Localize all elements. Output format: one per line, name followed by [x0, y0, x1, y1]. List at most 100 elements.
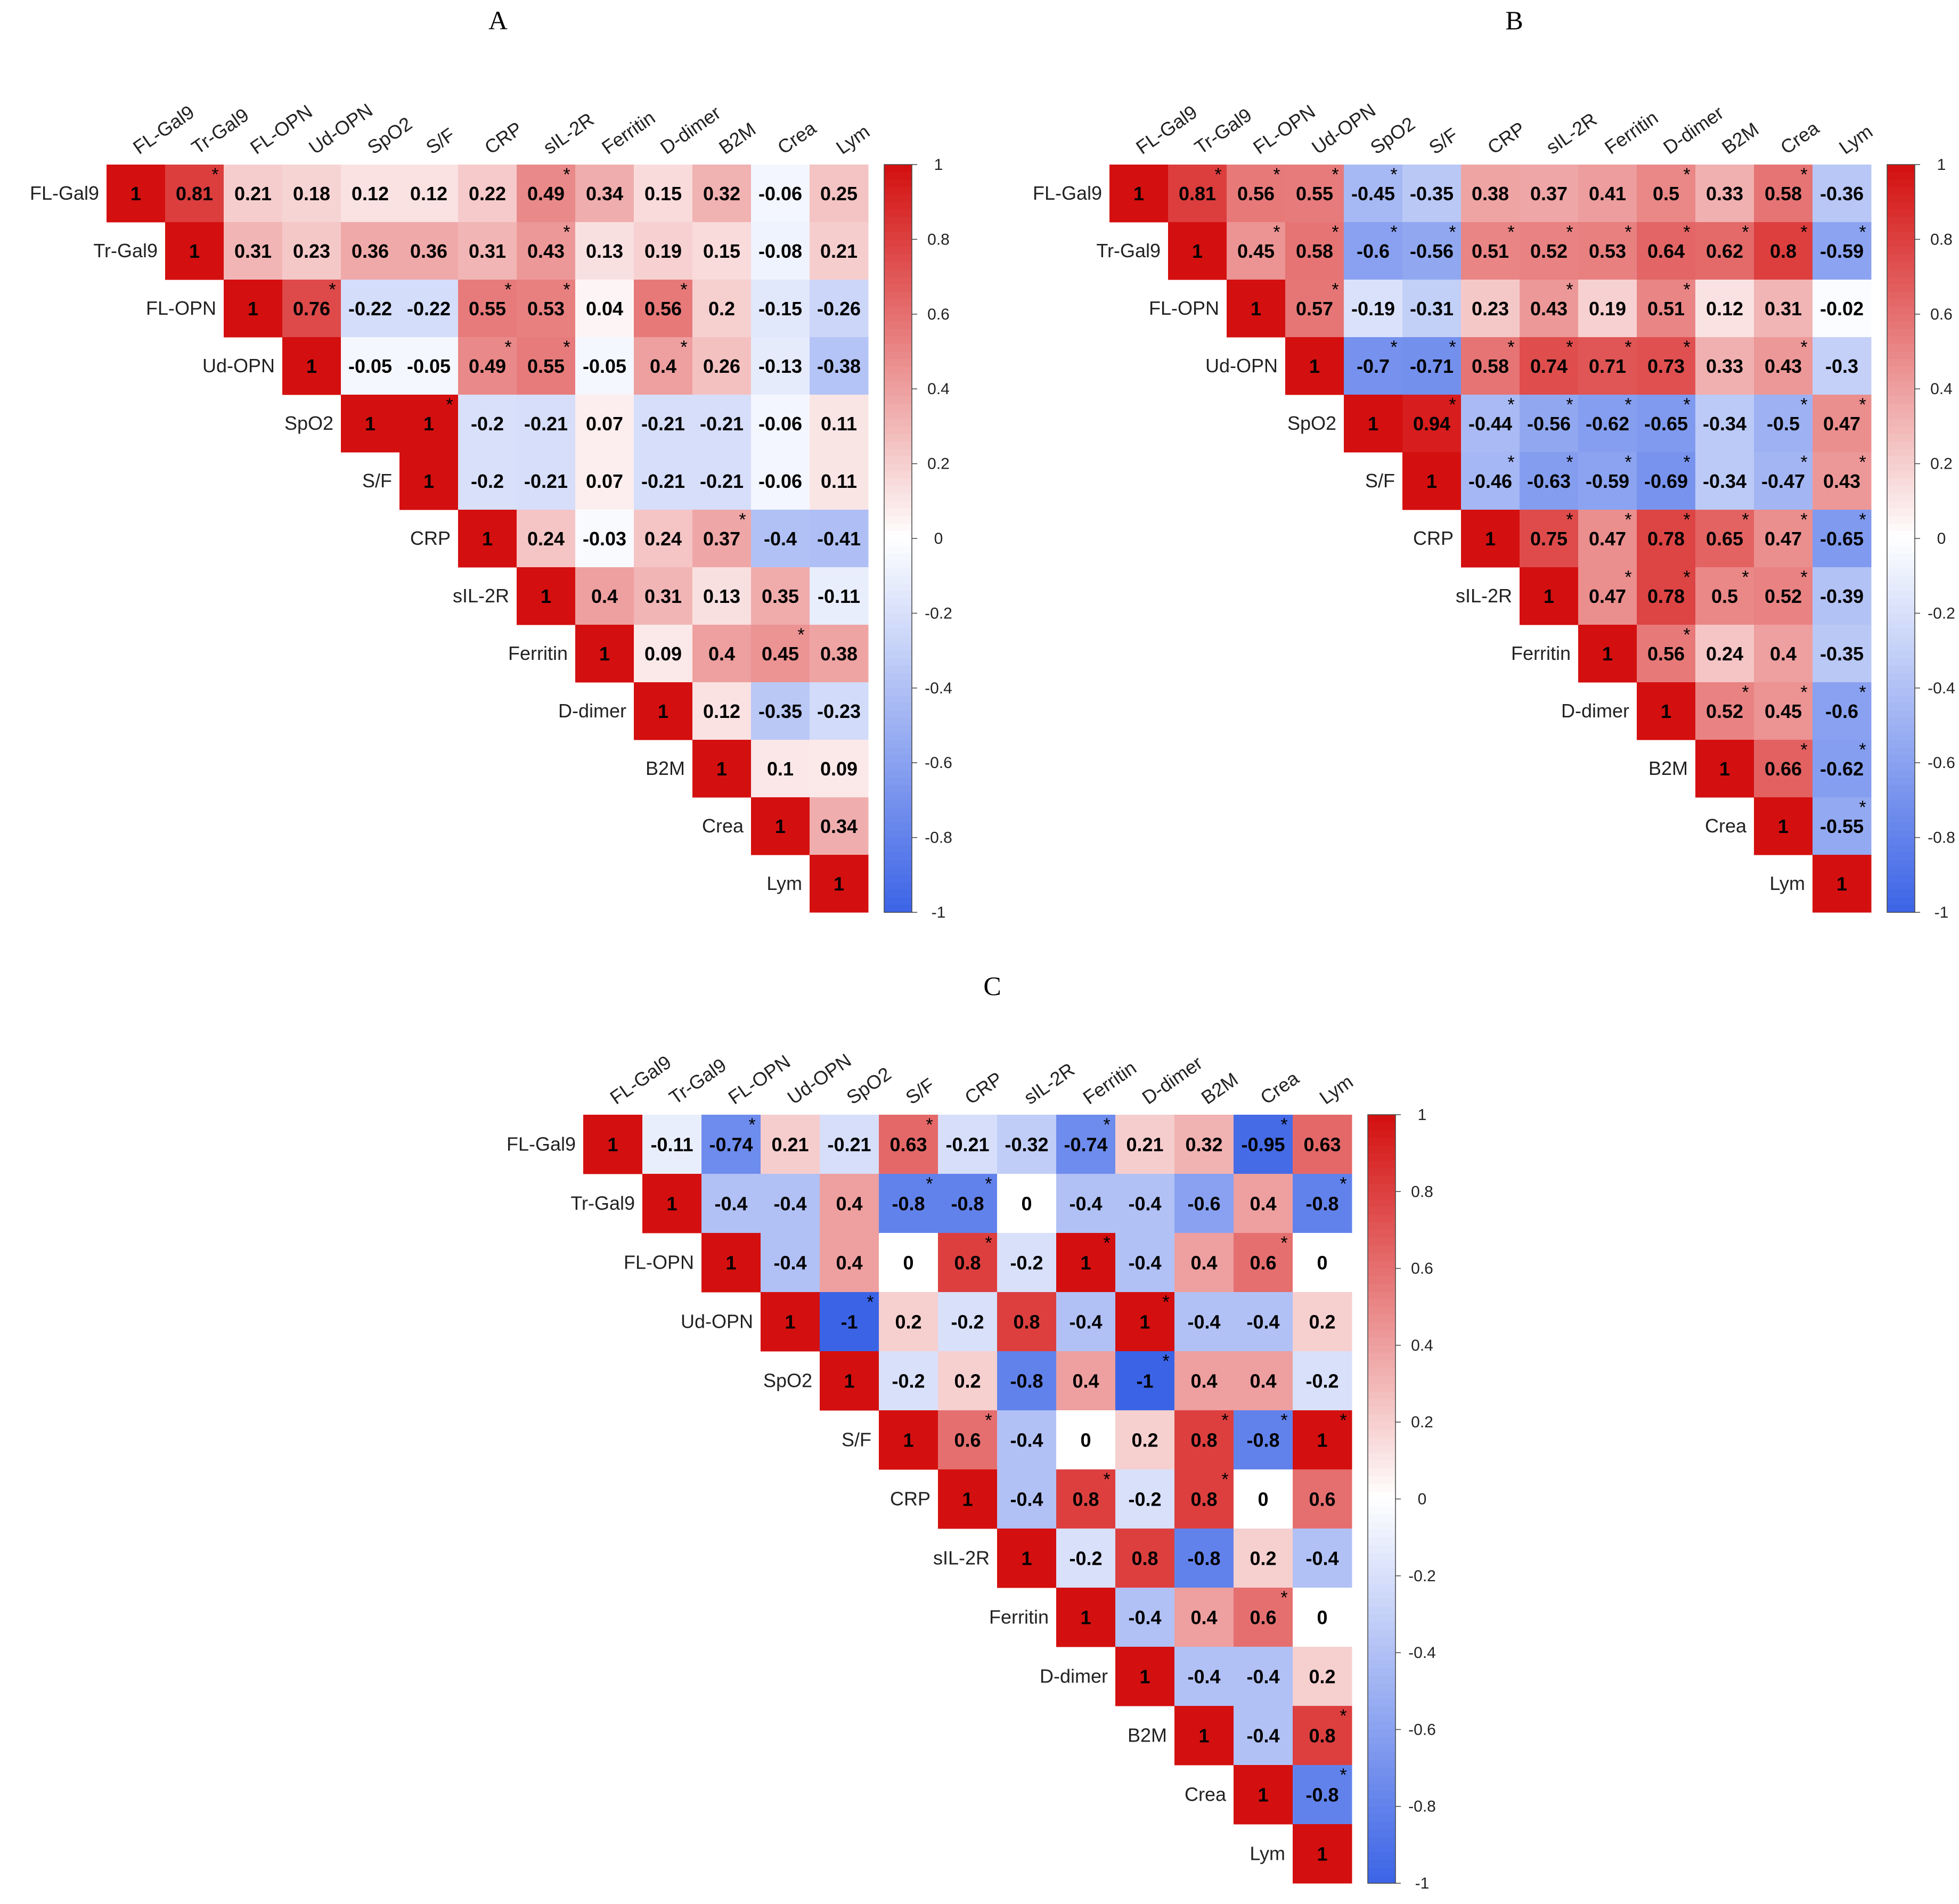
colorbar-segment: [1368, 1591, 1395, 1599]
row-label: Ud-OPN: [681, 1311, 753, 1333]
heatmap-cell: [1234, 1765, 1293, 1825]
heatmap-cell: [575, 337, 634, 395]
heatmap-cell: [1637, 452, 1696, 510]
colorbar-segment: [1887, 650, 1915, 659]
panel-b-heatmap: B1 0.81*0.56*0.55*-0.45*-0.35 0.38 0.37 0.41…: [1033, 5, 1955, 921]
cell-value-label: 0.24: [527, 528, 565, 550]
colorbar-segment: [884, 269, 912, 277]
colorbar-segment: [884, 501, 912, 509]
cell-value-label: 0.55: [1296, 183, 1333, 205]
heatmap-cell: [761, 1292, 820, 1352]
row-label: SpO2: [284, 412, 333, 434]
heatmap-cell: [1344, 395, 1403, 453]
cell-value-label: 0.4: [836, 1252, 862, 1274]
cell-value-label: -0.7: [1357, 355, 1390, 377]
heatmap-cell: [1174, 1588, 1234, 1647]
row-label: CRP: [410, 527, 451, 549]
heatmap-cell: [399, 280, 459, 338]
colorbar-segment: [884, 553, 912, 561]
heatmap-cell: [575, 165, 634, 223]
cell-value-label: 1: [423, 413, 434, 435]
colorbar-segment: [1887, 755, 1915, 763]
colorbar-segment: [1368, 1530, 1395, 1538]
colorbar-segment: [884, 463, 912, 472]
cell-value-label: 1: [365, 413, 376, 435]
colorbar-segment: [1887, 381, 1915, 389]
heatmap-cell: [1754, 510, 1813, 568]
cell-value-label: -0.15: [758, 298, 802, 320]
colorbar-segment: [1368, 1245, 1395, 1254]
heatmap-cell: [1174, 1706, 1234, 1766]
cell-value-label: -0.11: [818, 585, 860, 607]
colorbar-segment: [1368, 1460, 1395, 1469]
significance-marker: *: [1683, 452, 1690, 472]
colorbar-segment: [1368, 1537, 1395, 1546]
row-label: D-dimer: [1040, 1665, 1108, 1687]
cell-value-label: -0.6: [1825, 700, 1858, 722]
significance-marker: *: [1566, 395, 1573, 415]
significance-marker: *: [1625, 222, 1631, 242]
colorbar-segment: [1368, 1614, 1395, 1622]
colorbar-segment: [884, 471, 912, 479]
cell-value-label: -0.05: [348, 355, 392, 377]
heatmap-cell: [751, 165, 810, 223]
cell-value-label: -0.65: [1644, 413, 1688, 435]
heatmap-cell: [399, 395, 459, 453]
cell-value-label: -0.2: [1069, 1548, 1102, 1570]
colorbar-segment: [1887, 448, 1915, 457]
cell-value-label: 0.52: [1530, 240, 1568, 262]
colorbar-segment: [1887, 628, 1915, 636]
cell-value-label: 1: [775, 815, 786, 837]
heatmap-cell: [1293, 1765, 1352, 1825]
colorbar-segment: [1368, 1253, 1395, 1261]
row-label: CRP: [890, 1488, 930, 1510]
cell-value-label: -0.4: [764, 528, 797, 550]
colorbar-tick-label: -0.6: [1408, 1721, 1436, 1738]
colorbar-segment: [1368, 1207, 1395, 1215]
heatmap-cell: [701, 1174, 761, 1233]
heatmap-cell: [1402, 165, 1462, 223]
heatmap-cell: [1813, 797, 1872, 855]
heatmap-cell: [1520, 395, 1579, 453]
cell-value-label: -0.22: [407, 298, 451, 320]
cell-value-label: -0.11: [650, 1134, 693, 1156]
cell-value-label: -0.71: [1410, 355, 1454, 377]
heatmap-cell: [1174, 1469, 1234, 1529]
significance-marker: *: [1625, 452, 1631, 472]
heatmap-cell: [1520, 452, 1579, 510]
colorbar-segment: [1368, 1714, 1395, 1722]
colorbar-segment: [884, 404, 912, 412]
cell-value-label: 0.63: [889, 1134, 927, 1156]
significance-marker: *: [1800, 510, 1807, 530]
cell-value-label: -0.4: [1010, 1489, 1043, 1510]
colorbar-segment: [1887, 822, 1915, 831]
heatmap-cell: [1578, 165, 1637, 223]
cell-value-label: 0.2: [1309, 1666, 1335, 1688]
cell-value-label: 0.4: [1072, 1370, 1099, 1392]
heatmap-cell: [938, 1174, 998, 1233]
colorbar-segment: [1887, 247, 1915, 255]
heatmap-cell: [341, 165, 400, 223]
cell-value-label: 0.57: [1296, 298, 1333, 320]
colorbar-tick-label: -0.2: [1408, 1567, 1436, 1585]
colorbar-segment: [884, 725, 912, 733]
cell-value-label: -0.8: [892, 1193, 925, 1215]
cell-value-label: 0.55: [469, 298, 506, 320]
colorbar-segment: [884, 785, 912, 793]
colorbar-segment: [1887, 262, 1915, 270]
heatmap-cell: [399, 452, 459, 510]
colorbar-segment: [884, 299, 912, 307]
colorbar-segment: [1887, 688, 1915, 696]
heatmap-cell: [1293, 1351, 1352, 1411]
cell-value-label: 0.21: [820, 240, 858, 262]
cell-value-label: -0.26: [817, 298, 861, 320]
heatmap-cell: [997, 1529, 1057, 1588]
colorbar-segment: [1368, 1799, 1395, 1807]
significance-marker: *: [1625, 395, 1631, 415]
colorbar-tick-label: 0: [934, 530, 943, 547]
cell-value-label: -0.74: [709, 1134, 753, 1156]
colorbar-segment: [1368, 1499, 1395, 1507]
colorbar-segment: [884, 538, 912, 546]
cell-value-label: -0.62: [1586, 413, 1629, 435]
heatmap-cell: [575, 222, 634, 280]
